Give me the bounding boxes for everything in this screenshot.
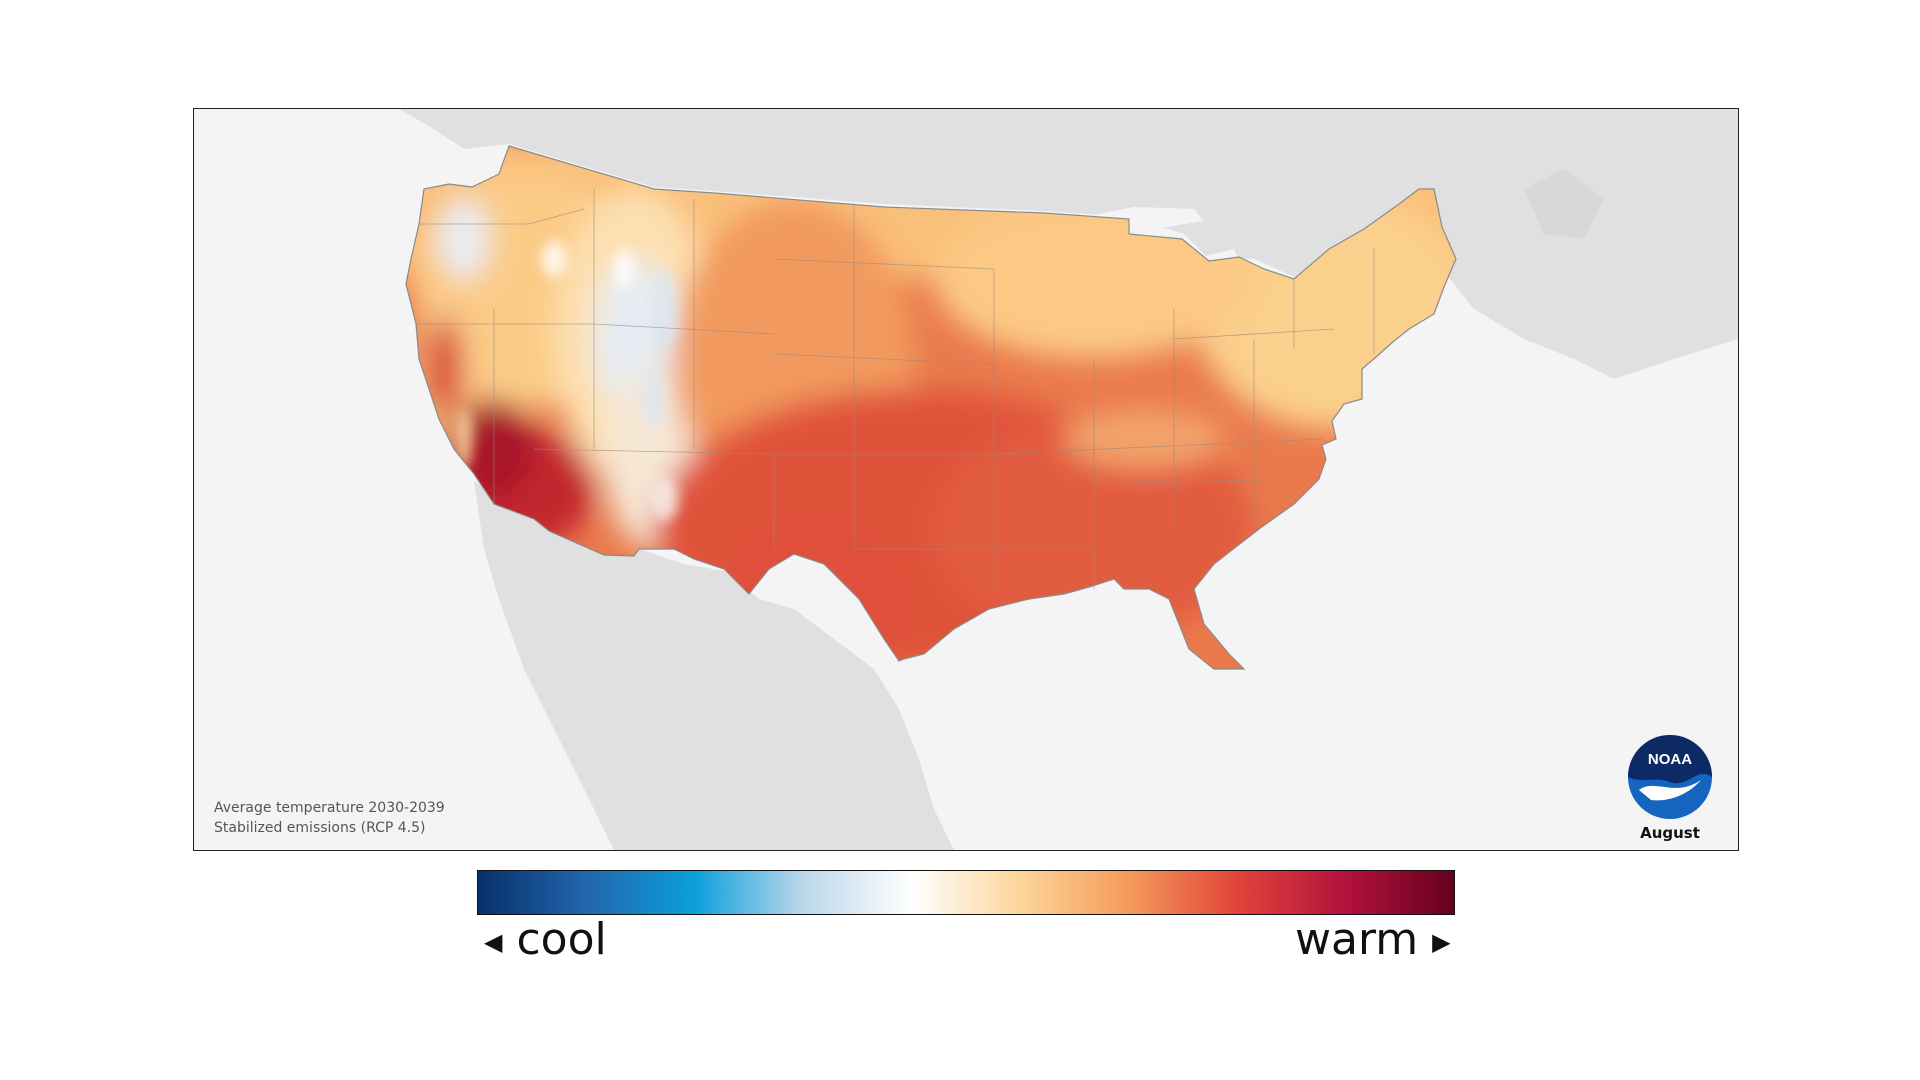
month-label: August [1640,824,1700,842]
color-scale-bar [477,870,1455,915]
state-lines [416,189,1375,589]
caption-title: Average temperature 2030-2039 [214,800,445,816]
noaa-logo-text: NOAA [1648,751,1692,768]
surrounding-land [399,109,1738,850]
warm-text: warm [1295,914,1419,965]
climate-map: Average temperature 2030-2039 Stabilized… [193,108,1739,851]
map-graphic [399,109,1738,850]
warm-label: warm ▶ [1295,910,1451,970]
right-arrow-icon: ▶ [1432,928,1451,956]
us-outline [405,145,1457,670]
caption-subtitle: Stabilized emissions (RCP 4.5) [214,820,426,836]
noaa-emblem-icon: NOAA [1628,735,1712,819]
cool-label: ◀ cool [484,910,607,970]
noaa-logo: NOAA August [1620,734,1720,842]
left-arrow-icon: ◀ [484,928,503,956]
map-caption: Average temperature 2030-2039 Stabilized… [214,798,445,838]
cool-text: cool [516,914,607,965]
